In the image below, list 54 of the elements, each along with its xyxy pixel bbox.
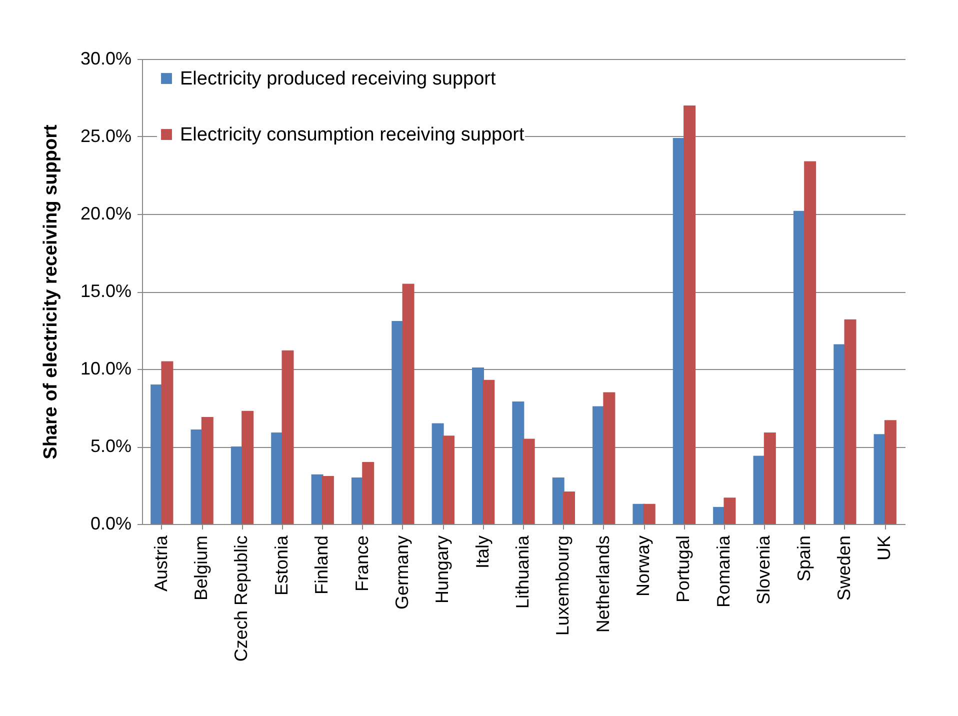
bar xyxy=(362,462,374,524)
bar xyxy=(684,106,696,524)
y-tick-label: 5.0% xyxy=(90,436,132,456)
bar xyxy=(322,476,334,524)
bar xyxy=(724,498,736,524)
bar xyxy=(402,284,414,524)
y-tick-label: 20.0% xyxy=(80,204,132,224)
x-tick-label: Luxembourg xyxy=(552,536,573,636)
x-tick-label: Belgium xyxy=(191,536,212,601)
bar xyxy=(563,491,576,524)
x-tick-label: Estonia xyxy=(271,534,292,596)
bar xyxy=(834,344,846,524)
x-tick-label: Romania xyxy=(713,534,734,608)
bar xyxy=(190,429,203,524)
x-tick-label: Germany xyxy=(392,536,412,610)
bar xyxy=(632,504,645,524)
y-tick-label: 30.0% xyxy=(80,48,132,68)
x-tick-label: Hungary xyxy=(432,536,452,604)
legend-label: Electricity consumption receiving support xyxy=(180,124,525,146)
y-tick-label: 10.0% xyxy=(80,358,132,378)
bar xyxy=(482,380,495,524)
bar xyxy=(804,161,816,524)
bar xyxy=(884,420,896,524)
bar xyxy=(442,436,454,524)
bar xyxy=(844,319,856,524)
x-tick-label: Lithuania xyxy=(512,534,532,609)
bar xyxy=(764,432,776,524)
y-tick-label: 0.0% xyxy=(90,514,132,534)
x-tick-label: Finland xyxy=(312,536,332,595)
x-tick-label: Spain xyxy=(794,536,814,582)
y-tick-label: 15.0% xyxy=(80,281,132,301)
bar xyxy=(201,417,214,524)
bar xyxy=(522,438,535,524)
x-tick-label: France xyxy=(352,536,372,592)
x-tick-label: Sweden xyxy=(834,536,854,601)
x-tick-label: UK xyxy=(874,536,894,561)
bar xyxy=(161,361,174,524)
bar xyxy=(552,478,564,524)
bar xyxy=(242,410,254,524)
y-axis-title: Share of electricity receiving support xyxy=(40,124,62,460)
bar xyxy=(643,504,656,524)
x-tick-label: Portugal xyxy=(673,536,694,603)
y-tick-label: 25.0% xyxy=(80,126,132,146)
x-tick-label: Slovenia xyxy=(754,534,774,605)
x-tick-label: Italy xyxy=(472,536,492,569)
x-tick-label: Czech Republic xyxy=(231,536,252,662)
bar xyxy=(603,392,616,524)
bar xyxy=(392,320,404,524)
x-tick-label: Austria xyxy=(150,534,171,592)
x-tick-label: Norway xyxy=(633,536,654,597)
legend-label: Electricity produced receiving support xyxy=(180,68,496,90)
x-tick-label: Netherlands xyxy=(592,536,613,633)
bar xyxy=(512,402,524,524)
bar xyxy=(282,350,294,524)
